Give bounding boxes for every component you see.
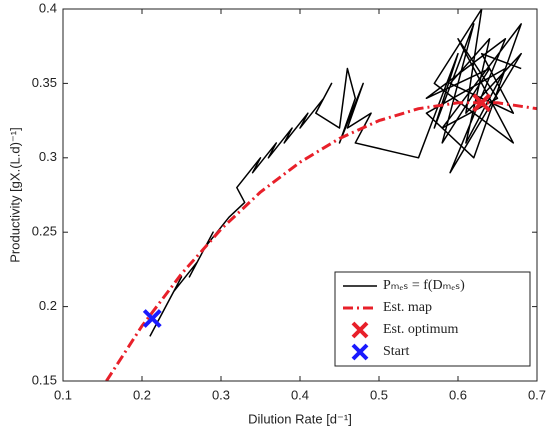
legend-label: Start	[383, 344, 410, 359]
legend-marker	[351, 321, 369, 339]
x-tick-label: 0.6	[449, 387, 467, 402]
y-tick-label: 0.35	[32, 75, 57, 90]
series-line	[149, 9, 522, 337]
legend-label: Est. optimum	[383, 322, 459, 337]
plot-frame	[62, 8, 538, 382]
x-tick-label: 0.5	[370, 387, 388, 402]
legend-box	[334, 271, 531, 367]
x-tick-label: 0.7	[528, 387, 546, 402]
marker	[142, 309, 162, 328]
y-tick-label: 0.4	[39, 0, 57, 15]
marker	[472, 93, 492, 113]
y-tick-label: 0.3	[39, 149, 57, 164]
plot-area	[105, 9, 537, 381]
legend-label: Pₘₑₛ = f(Dₘₑₛ)	[383, 278, 465, 293]
legend-marker	[351, 343, 369, 361]
x-axis-label: Dilution Rate [d⁻¹]	[248, 411, 352, 426]
y-tick-label: 0.2	[39, 298, 57, 313]
series-line	[105, 101, 537, 381]
y-tick-label: 0.15	[32, 372, 57, 387]
y-axis-label: Productivity [gX.(L.d)⁻¹]	[7, 127, 22, 262]
x-tick-label: 0.4	[291, 387, 309, 402]
x-tick-label: 0.2	[133, 387, 151, 402]
legend-label: Est. map	[383, 300, 432, 315]
x-tick-label: 0.3	[212, 387, 230, 402]
y-tick-label: 0.25	[32, 224, 57, 239]
x-tick-label: 0.1	[54, 387, 72, 402]
